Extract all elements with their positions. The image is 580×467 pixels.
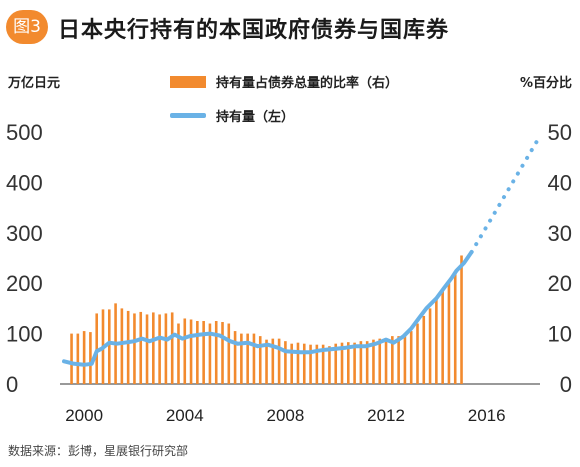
ratio-bar	[227, 323, 231, 384]
right-tick-label: 40	[548, 170, 572, 195]
ratio-bar	[347, 342, 350, 384]
ratio-bar	[403, 333, 407, 384]
ratio-bar	[170, 312, 174, 384]
ratio-bar	[189, 319, 193, 384]
ratio-bar	[177, 323, 180, 384]
x-tick-label: 2004	[166, 406, 204, 425]
ratio-bar	[107, 309, 111, 384]
ratio-bar	[391, 336, 394, 384]
x-tick-label: 2012	[367, 406, 405, 425]
ratio-bar	[233, 331, 237, 384]
legend-swatch-bar	[170, 75, 206, 88]
left-tick-label: 100	[6, 322, 43, 347]
ratio-bar	[164, 313, 168, 384]
ratio-bar	[95, 313, 99, 384]
ratio-bar	[397, 336, 400, 384]
ratio-bar	[447, 283, 451, 384]
ratio-bar	[202, 321, 205, 384]
ratio-bar	[284, 341, 287, 384]
holdings-projection-line	[469, 139, 539, 254]
ratio-bar	[76, 333, 80, 384]
ratio-bar	[409, 331, 413, 384]
right-tick-label: 0	[560, 372, 572, 397]
ratio-bar	[321, 344, 325, 384]
x-tick-label: 2016	[468, 406, 506, 425]
chart-title: 日本央行持有的本国政府债券与国库券	[58, 18, 450, 43]
right-axis-unit: %百分比	[519, 76, 572, 91]
x-tick-label: 2000	[65, 406, 103, 425]
ratio-bar	[334, 343, 338, 384]
ratio-bar	[120, 308, 124, 384]
ratio-bar	[416, 323, 419, 384]
ratio-bar	[196, 321, 199, 384]
ratio-bar	[139, 311, 143, 384]
right-tick-label: 10	[548, 322, 572, 347]
left-tick-label: 500	[6, 120, 43, 145]
ratio-bar	[340, 342, 344, 384]
ratio-bar	[214, 321, 218, 384]
ratio-bar	[441, 290, 444, 384]
left-tick-label: 200	[6, 271, 43, 296]
figure-badge: 图3	[6, 10, 48, 44]
legend-label-ratio: 持有量占债券总量的比率（右）	[216, 76, 399, 91]
ratio-bar	[221, 322, 224, 384]
ratio-bar	[309, 344, 312, 384]
ratio-bar	[70, 333, 73, 384]
right-tick-label: 30	[548, 221, 572, 246]
ratio-bar	[372, 339, 375, 384]
ratio-bar	[359, 341, 363, 384]
ratio-bar	[353, 342, 356, 384]
ratio-bar	[183, 318, 187, 384]
ratio-bar	[315, 344, 319, 384]
source-note: 数据来源：彭博，星展银行研究部	[8, 444, 189, 458]
left-axis-unit: 万亿日元	[8, 76, 61, 91]
ratio-bar	[152, 312, 155, 384]
legend-item-holdings: 持有量（左）	[170, 106, 294, 125]
ratio-bar	[208, 323, 212, 384]
ratio-bar	[378, 338, 382, 384]
ratio-bar	[258, 336, 262, 384]
ratio-bar	[422, 315, 426, 384]
legend-item-ratio: 持有量占债券总量的比率（右）	[170, 72, 398, 91]
ratio-bar	[365, 341, 369, 384]
left-tick-label: 400	[6, 170, 43, 195]
ratio-bar	[145, 314, 149, 384]
ratio-bar	[265, 339, 268, 384]
ratio-bar	[290, 343, 293, 384]
ratio-bar	[296, 342, 300, 384]
ratio-bar	[246, 333, 249, 384]
right-tick-label: 50	[548, 120, 572, 145]
x-tick-label: 2008	[266, 406, 304, 425]
right-tick-label: 20	[548, 271, 572, 296]
legend-swatch-line	[170, 113, 206, 118]
ratio-bar	[428, 308, 432, 384]
ratio-bar	[384, 338, 388, 384]
ratio-bar	[460, 255, 463, 384]
ratio-bar	[240, 333, 243, 384]
ratio-bar	[328, 346, 331, 384]
holdings-line	[62, 250, 474, 367]
ratio-bar	[271, 338, 275, 384]
legend-label-holdings: 持有量（左）	[216, 110, 295, 125]
ratio-bar	[453, 273, 457, 384]
ratio-bar	[435, 298, 438, 384]
ratio-bar	[158, 314, 161, 384]
ratio-bar	[302, 343, 306, 384]
left-tick-label: 0	[6, 372, 18, 397]
ratio-bar	[277, 338, 281, 384]
ratio-bar	[126, 310, 130, 384]
left-tick-label: 300	[6, 221, 43, 246]
ratio-bar	[82, 331, 86, 384]
ratio-bar	[89, 332, 92, 384]
ratio-bar	[252, 333, 256, 384]
ratio-bar	[133, 313, 136, 384]
